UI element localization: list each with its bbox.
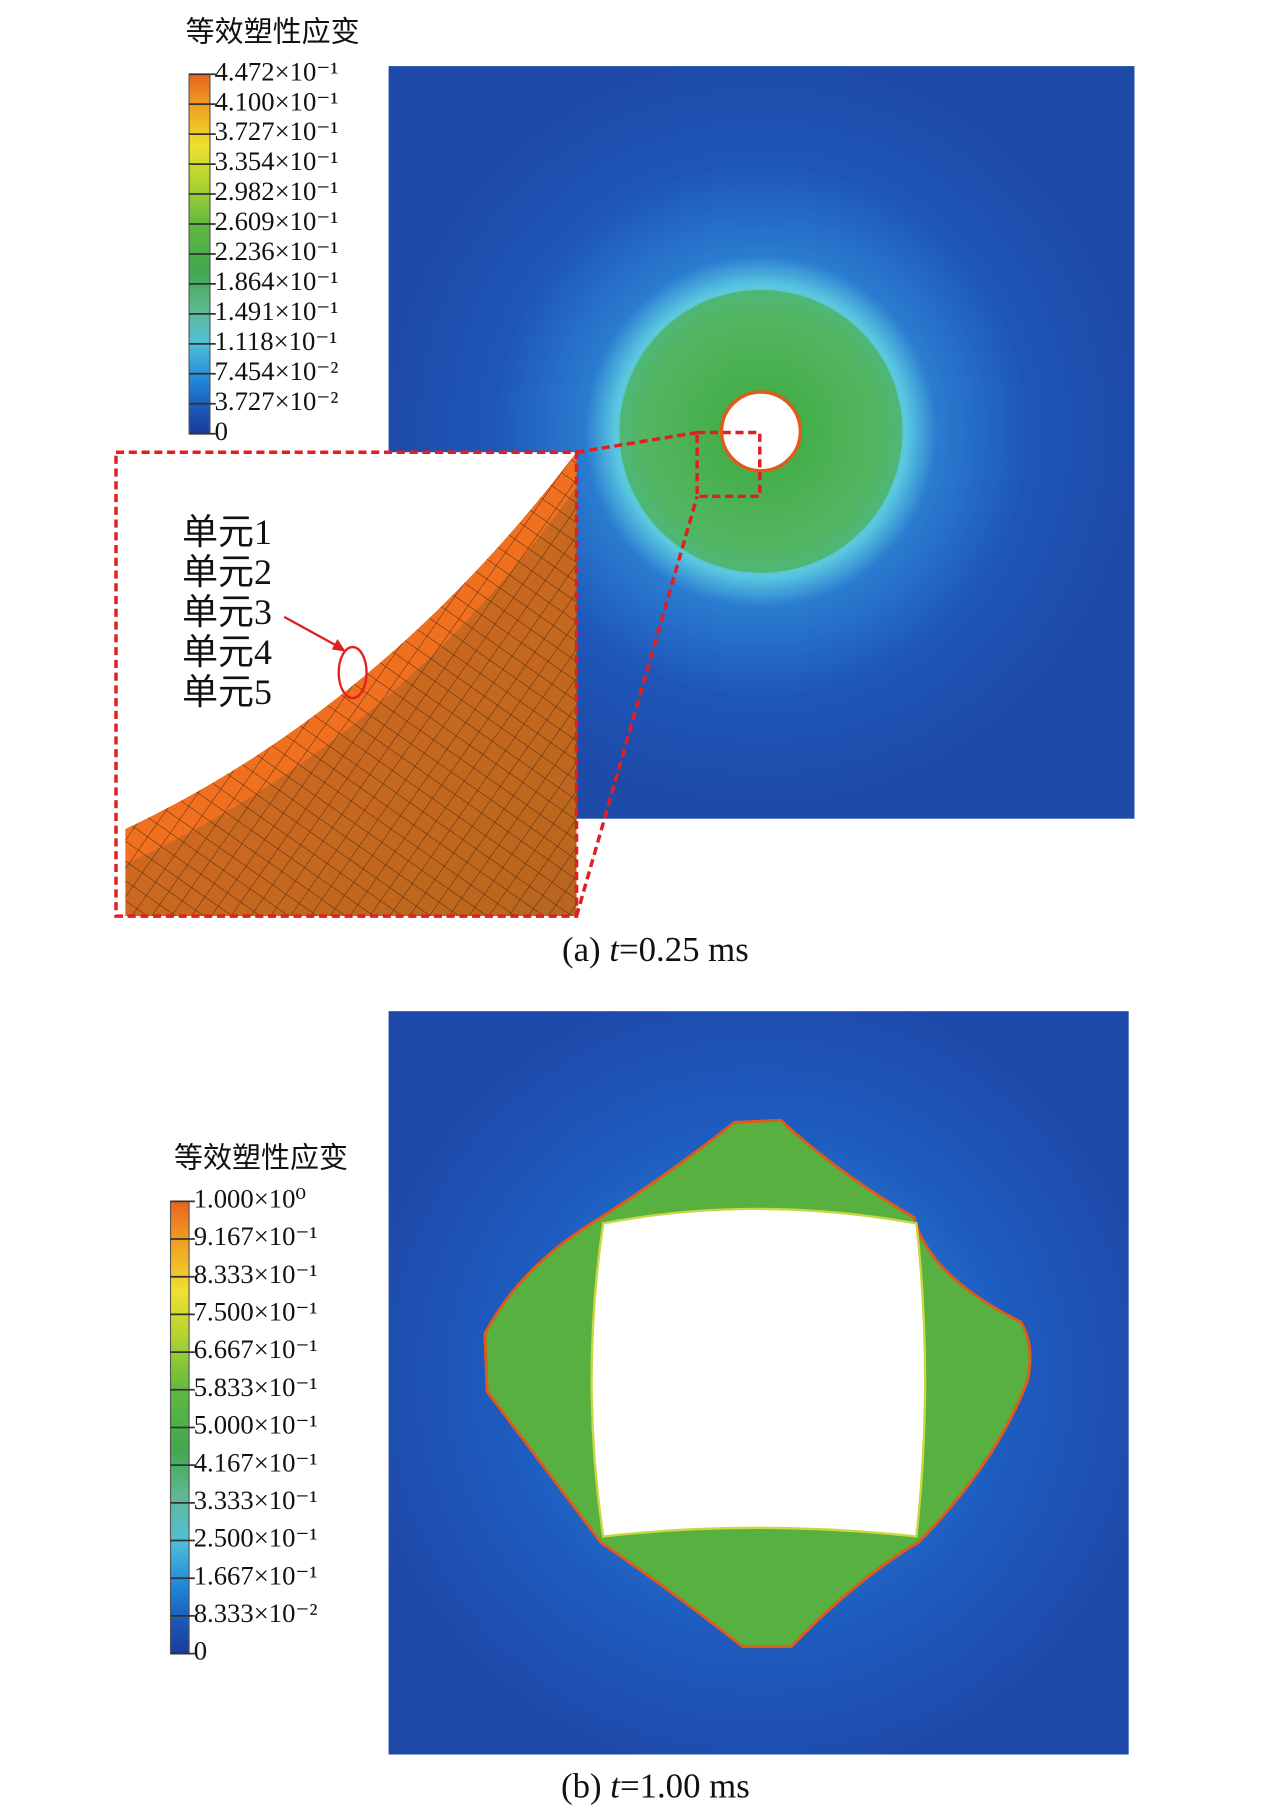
legend-label: 5.833×10⁻¹ bbox=[194, 1372, 318, 1402]
element-label: 单元1 bbox=[182, 512, 272, 552]
zoom-box bbox=[695, 430, 762, 499]
legend-label: 1.864×10⁻¹ bbox=[215, 266, 339, 296]
legend-label: 1.491×10⁻¹ bbox=[215, 296, 339, 326]
legend-label: 4.100×10⁻¹ bbox=[215, 86, 339, 116]
legend-label: 7.454×10⁻² bbox=[215, 356, 339, 386]
legend-label: 6.667×10⁻¹ bbox=[194, 1334, 318, 1364]
element-marker bbox=[337, 645, 368, 700]
legend-label: 5.000×10⁻¹ bbox=[194, 1410, 318, 1440]
legend-label: 0 bbox=[215, 416, 228, 446]
legend-label: 4.167×10⁻¹ bbox=[194, 1447, 318, 1477]
legend-title: 等效塑性应变 bbox=[186, 15, 360, 48]
legend-label: 2.609×10⁻¹ bbox=[215, 206, 339, 236]
legend-label: 3.354×10⁻¹ bbox=[215, 146, 339, 176]
element-label: 单元5 bbox=[182, 672, 272, 712]
legend-title: 等效塑性应变 bbox=[174, 1141, 348, 1174]
caption-value: =0.25 ms bbox=[619, 930, 749, 969]
hole bbox=[719, 390, 803, 473]
legend: 1.000×10⁰ 9.167×10⁻¹ 8.333×10⁻¹ 7.500×10⁻¹ 6… bbox=[170, 1183, 318, 1666]
legend-label: 9.167×10⁻¹ bbox=[194, 1221, 318, 1251]
caption-variable: t bbox=[610, 1766, 621, 1805]
legend-label: 0 bbox=[194, 1636, 207, 1666]
legend-label: 3.333×10⁻¹ bbox=[194, 1485, 318, 1515]
element-label: 单元2 bbox=[182, 552, 272, 592]
caption: (a) t=0.25 ms bbox=[562, 930, 749, 969]
caption-variable: t bbox=[609, 930, 620, 969]
legend-label: 8.333×10⁻² bbox=[194, 1598, 318, 1628]
arrow-head bbox=[331, 638, 346, 652]
legend-label: 3.727×10⁻² bbox=[215, 386, 339, 416]
element-label: 单元3 bbox=[182, 592, 272, 632]
caption: (b) t=1.00 ms bbox=[561, 1766, 750, 1805]
legend-label: 2.236×10⁻¹ bbox=[215, 236, 339, 266]
legend-label: 8.333×10⁻¹ bbox=[194, 1259, 318, 1289]
caption-label: (a) bbox=[562, 930, 609, 969]
hole bbox=[590, 1207, 927, 1538]
legend-label: 1.000×10⁰ bbox=[194, 1183, 306, 1213]
legend-label: 1.118×10⁻¹ bbox=[215, 326, 338, 356]
zoom-line bbox=[574, 495, 699, 917]
caption-value: =1.00 ms bbox=[620, 1766, 750, 1805]
caption-label: (b) bbox=[561, 1766, 610, 1805]
arrow bbox=[283, 615, 344, 651]
legend-label: 3.727×10⁻¹ bbox=[215, 116, 339, 146]
legend-label: 1.667×10⁻¹ bbox=[194, 1560, 318, 1590]
zoom-line bbox=[576, 430, 698, 454]
legend-label: 7.500×10⁻¹ bbox=[194, 1297, 318, 1327]
legend-label: 4.472×10⁻¹ bbox=[215, 56, 339, 86]
element-label: 单元4 bbox=[182, 632, 272, 672]
legend-label: 2.500×10⁻¹ bbox=[194, 1523, 318, 1553]
legend: 4.472×10⁻¹4.100×10⁻¹3.727×10⁻¹3.354×10⁻¹… bbox=[189, 56, 339, 446]
inset-border bbox=[114, 450, 579, 918]
legend-label: 2.982×10⁻¹ bbox=[215, 176, 339, 206]
